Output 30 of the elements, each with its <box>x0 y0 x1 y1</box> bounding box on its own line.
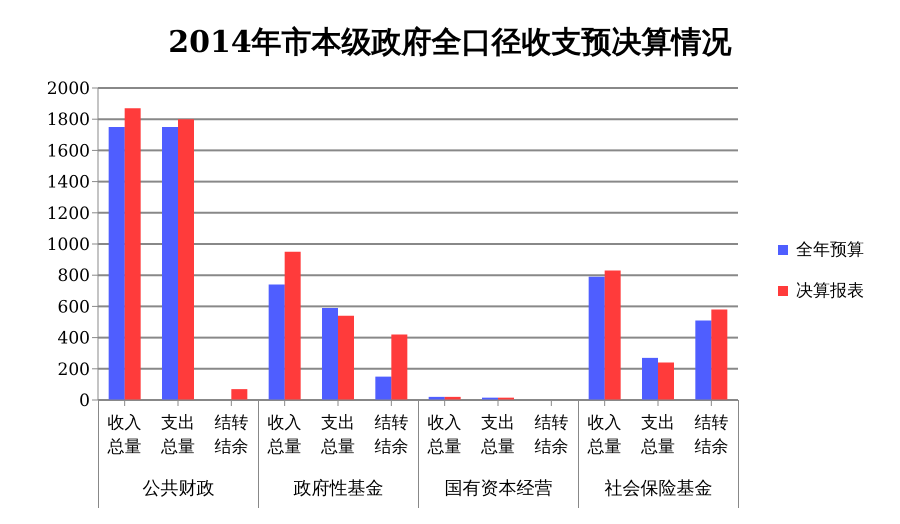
x-tick-label: 结转结余 <box>214 413 248 457</box>
y-tick-label: 0 <box>79 391 90 412</box>
x-tick-label: 支出总量 <box>160 413 195 457</box>
y-tick-label: 1800 <box>46 110 90 130</box>
x-tick-label: 支出总量 <box>320 413 355 457</box>
text: 公共财政 <box>142 477 214 501</box>
text: 政府性基金 <box>294 477 384 501</box>
y-tick-label: 600 <box>58 297 90 318</box>
y-tick-label: 1000 <box>46 235 90 256</box>
y-tick-label: 400 <box>58 328 90 349</box>
text: 国有资本经营 <box>444 477 552 501</box>
y-tick-label: 1400 <box>46 172 90 193</box>
legend-label: 决算报表 <box>795 280 864 302</box>
x-tick-label: 收入总量 <box>266 413 302 457</box>
y-tick-label: 800 <box>58 266 90 286</box>
x-tick-label: 结转结余 <box>534 413 568 457</box>
chart-title: 2014年市本级政府全口径收支预决算情况 <box>167 24 733 62</box>
x-tick-label: 收入总量 <box>586 413 622 457</box>
x-tick-label: 支出总量 <box>640 413 675 457</box>
y-tick-label: 200 <box>58 360 90 380</box>
text: 社会保险基金 <box>604 477 712 501</box>
x-tick-label: 结转结余 <box>694 413 728 457</box>
x-tick-label: 收入总量 <box>426 413 462 457</box>
x-tick-label: 结转结余 <box>374 413 408 457</box>
x-tick-label: 收入总量 <box>106 413 142 457</box>
y-tick-label: 1200 <box>46 204 90 224</box>
x-tick-label: 支出总量 <box>480 413 515 457</box>
y-tick-label: 2000 <box>46 79 90 100</box>
y-tick-label: 1600 <box>46 141 90 162</box>
legend-label: 全年预算 <box>795 239 864 261</box>
